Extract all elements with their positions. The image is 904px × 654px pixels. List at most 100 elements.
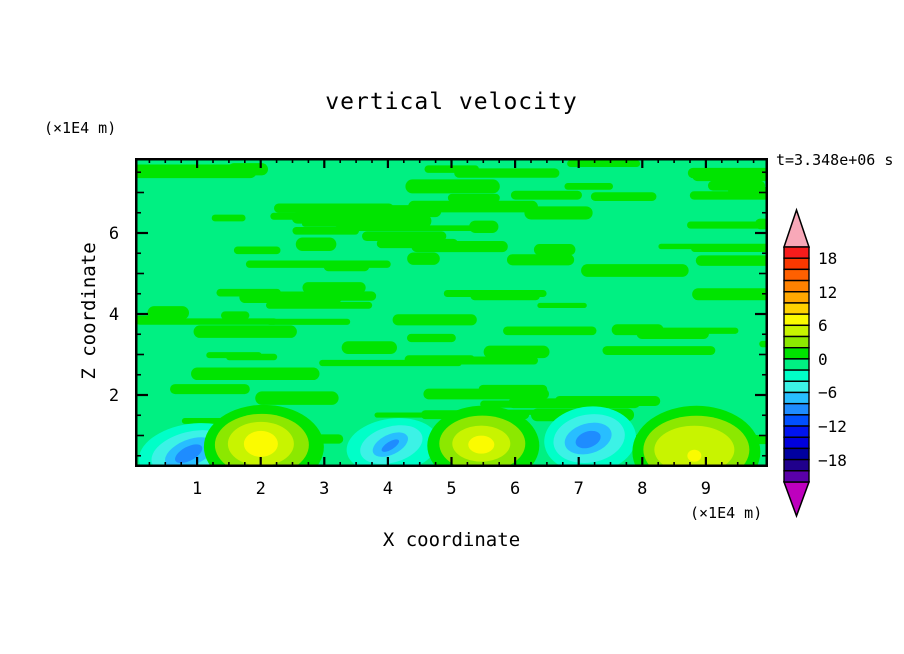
colorbar-box (783, 414, 810, 427)
contour-cell-ring (243, 430, 278, 457)
turbulence-streak (602, 346, 716, 355)
colorbar-box (783, 402, 810, 416)
x-tick-label: 8 (637, 479, 648, 499)
turbulence-streak (755, 218, 768, 230)
turbulence-streak (193, 325, 297, 338)
turbulence-streak (691, 169, 768, 182)
colorbar-box (783, 358, 810, 371)
x-axis-title: X coordinate (382, 529, 521, 551)
colorbar-box (783, 347, 810, 360)
turbulence-streak (316, 219, 431, 227)
colorbar-box (783, 257, 810, 271)
contour-cell-ring (654, 425, 735, 467)
turbulence-streak (392, 314, 477, 326)
contour-cell-ring (575, 430, 601, 449)
z-tick-label: 4 (108, 305, 120, 325)
z-axis-title: Z coordinate (78, 242, 100, 380)
colorbar (782, 207, 811, 519)
turbulence-streak (691, 245, 768, 253)
turbulence-streak (292, 227, 360, 235)
turbulence-streak (341, 341, 397, 355)
turbulence-streak (695, 255, 768, 266)
turbulence-streak (221, 311, 250, 320)
turbulence-streak (374, 412, 430, 418)
turbulence-streak (135, 164, 257, 179)
turbulence-streak (362, 231, 447, 242)
turbulence-streak (506, 254, 575, 266)
colorbar-tick-label: 12 (818, 282, 838, 302)
x-axis-unit-label: (×1E4 m) (690, 504, 763, 522)
x-tick-label: 4 (382, 479, 394, 499)
turbulence-streak (503, 326, 597, 336)
turbulence-streak (405, 179, 500, 194)
time-annotation: t=3.348e+06 s (776, 151, 894, 169)
turbulence-streak (302, 282, 366, 294)
colorbar-tick-label: −12 (818, 417, 847, 437)
turbulence-streak (147, 306, 190, 320)
turbulence-streak (689, 191, 768, 200)
colorbar-arrow-down (782, 481, 811, 519)
colorbar-box (783, 425, 810, 438)
turbulence-streak (266, 318, 351, 325)
turbulence-streak (567, 160, 641, 167)
turbulence-streak (211, 214, 246, 222)
colorbar-tick-label: 6 (818, 316, 828, 336)
x-tick-label: 7 (573, 479, 584, 499)
x-tick-label: 5 (446, 479, 457, 499)
turbulence-streak (255, 391, 339, 405)
turbulence-streak (274, 203, 394, 213)
turbulence-streak (627, 327, 739, 334)
turbulence-streak (233, 246, 281, 255)
contour-field (135, 158, 768, 467)
colorbar-box (783, 436, 810, 450)
colorbar-tick-label: 0 (818, 349, 828, 369)
colorbar-box (783, 291, 810, 304)
contour-cell-ring (687, 449, 702, 462)
colorbar-box (783, 335, 810, 349)
turbulence-streak (406, 333, 456, 343)
turbulence-streak (483, 345, 550, 359)
turbulence-streak (533, 244, 576, 256)
colorbar-box (783, 391, 810, 405)
turbulence-streak (424, 165, 479, 173)
turbulence-streak (537, 302, 587, 309)
turbulence-streak (191, 367, 320, 381)
contour-cell-ring (381, 439, 400, 452)
turbulence-streak (353, 225, 485, 232)
x-tick-label: 9 (700, 479, 712, 499)
colorbar-arrow-up (782, 207, 811, 248)
x-tick-label: 1 (191, 479, 203, 499)
colorbar-box (783, 458, 810, 472)
turbulence-streak (407, 252, 440, 265)
colorbar-box (783, 470, 810, 483)
z-tick-label: 2 (108, 386, 120, 406)
colorbar-tick-label: 18 (818, 249, 838, 269)
turbulence-streak (170, 384, 250, 395)
turbulence-streak (581, 264, 689, 277)
turbulence-streak (510, 190, 582, 200)
colorbar-box (783, 246, 810, 259)
turbulence-streak (508, 398, 640, 409)
turbulence-streak (411, 241, 508, 253)
turbulence-streak (265, 301, 373, 309)
turbulence-streak (524, 206, 593, 220)
colorbar-box (783, 302, 810, 315)
turbulence-streak (692, 288, 768, 301)
colorbar-box (783, 279, 810, 293)
turbulence-streak (136, 318, 278, 325)
colorbar-box (783, 324, 810, 338)
turbulence-streak (325, 291, 377, 301)
turbulence-streak (590, 192, 657, 201)
colorbar-box (783, 268, 810, 282)
contour-cell-ring (175, 444, 203, 464)
turbulence-streak (423, 388, 550, 400)
colorbar-box (783, 447, 810, 461)
z-tick-label: 6 (108, 224, 120, 244)
z-axis-unit-label: (×1E4 m) (44, 119, 117, 137)
x-tick-label: 3 (319, 479, 330, 499)
turbulence-streak (443, 289, 547, 298)
plot-border (135, 158, 768, 467)
turbulence-streak (295, 237, 337, 252)
x-tick-label: 2 (255, 479, 266, 499)
